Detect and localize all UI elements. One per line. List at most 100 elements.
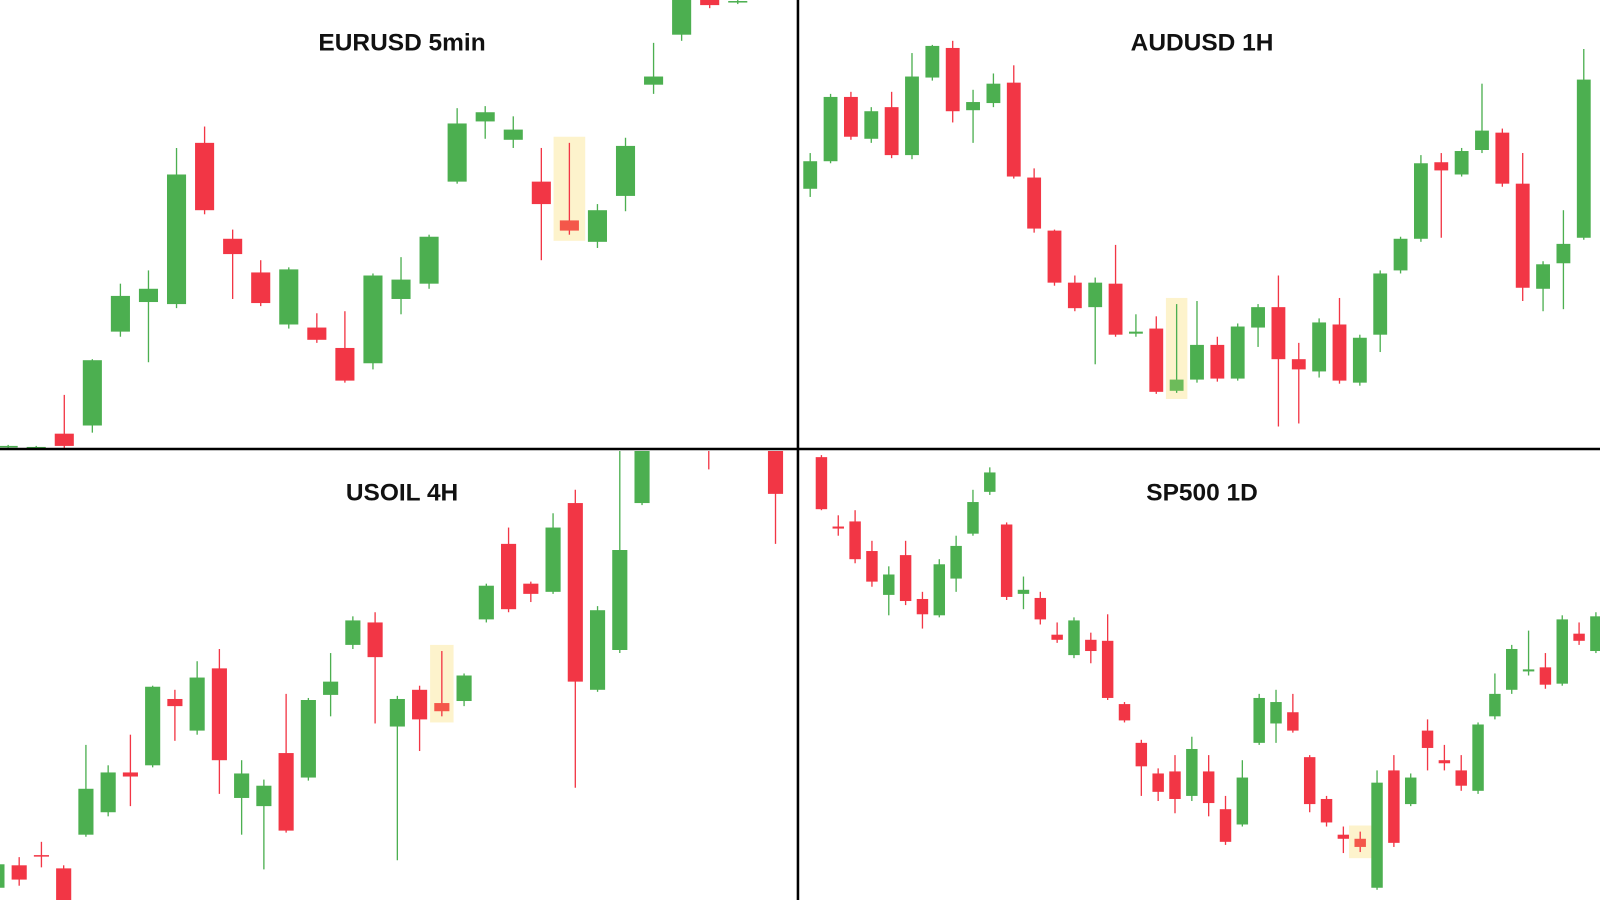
candle-body bbox=[389, 698, 405, 727]
candle-body bbox=[1051, 634, 1063, 640]
candle-body bbox=[523, 583, 539, 594]
candle-body bbox=[1253, 697, 1265, 743]
candle-body bbox=[234, 773, 250, 798]
candle-body bbox=[335, 347, 355, 381]
chart-title: SP500 1D bbox=[1146, 479, 1258, 506]
candle-body bbox=[189, 677, 205, 731]
candle-body bbox=[300, 700, 316, 778]
candle-body bbox=[849, 521, 861, 560]
candle-body bbox=[545, 527, 561, 592]
candle-body bbox=[363, 275, 383, 364]
candle-body bbox=[78, 788, 94, 835]
candle-body bbox=[1006, 82, 1021, 177]
candle-body bbox=[33, 855, 49, 857]
candle-body bbox=[728, 1, 748, 3]
candle-body bbox=[307, 327, 327, 340]
candle-body bbox=[767, 451, 784, 494]
candle-body bbox=[1539, 667, 1552, 685]
candle-body bbox=[933, 564, 946, 616]
candle-body bbox=[122, 772, 138, 777]
candle-body bbox=[412, 689, 428, 720]
candle-body bbox=[1190, 344, 1204, 380]
candle-body bbox=[567, 503, 583, 682]
candle-body bbox=[615, 145, 636, 196]
candle-body bbox=[56, 868, 72, 900]
candle-body bbox=[447, 123, 467, 182]
candle-body bbox=[1472, 724, 1484, 791]
candle-body bbox=[1169, 771, 1181, 799]
highlighted-candle-body bbox=[1169, 379, 1184, 391]
candle-body bbox=[884, 107, 899, 156]
candle-body bbox=[478, 585, 494, 620]
candle-body bbox=[1332, 324, 1347, 381]
candle-body bbox=[419, 236, 439, 284]
candle-body bbox=[700, 0, 720, 6]
candle-body bbox=[866, 551, 878, 582]
candle-body bbox=[345, 620, 361, 645]
candle-body bbox=[1230, 326, 1245, 379]
candle-body bbox=[0, 864, 5, 888]
candle-body bbox=[950, 545, 962, 579]
candle-body bbox=[1590, 616, 1600, 652]
candle-body bbox=[11, 865, 27, 880]
candle-body bbox=[54, 433, 74, 446]
candle-body bbox=[1303, 757, 1316, 805]
candle-body bbox=[1270, 702, 1282, 724]
candle-body bbox=[1506, 648, 1518, 690]
candle-body bbox=[1287, 712, 1299, 731]
candle-body bbox=[1047, 230, 1062, 283]
candle-body bbox=[110, 295, 130, 332]
candle-body bbox=[1404, 777, 1417, 805]
candle-body bbox=[1202, 771, 1215, 804]
candle-body bbox=[1522, 669, 1535, 672]
candle-body bbox=[0, 445, 18, 448]
candle-body bbox=[1454, 151, 1469, 175]
candle-body bbox=[1219, 809, 1232, 842]
candle-body bbox=[672, 0, 692, 35]
candle-body bbox=[1573, 633, 1585, 641]
candle-body bbox=[1352, 337, 1367, 383]
candle-body bbox=[195, 142, 215, 211]
candle-body bbox=[1027, 177, 1042, 229]
candle-body bbox=[1152, 773, 1164, 792]
candle-body bbox=[905, 76, 919, 156]
candle-body bbox=[1251, 307, 1265, 328]
candle-body bbox=[1088, 282, 1103, 308]
candle-body bbox=[1556, 243, 1571, 264]
chart-title: EURUSD 5min bbox=[318, 29, 485, 56]
candle-body bbox=[1135, 742, 1148, 767]
candle-body bbox=[1101, 640, 1114, 698]
candle-body bbox=[1495, 132, 1510, 184]
candle-body bbox=[1576, 79, 1591, 238]
candle-body bbox=[925, 45, 940, 78]
candle-body bbox=[26, 446, 46, 448]
candle-body bbox=[279, 269, 299, 325]
candle-body bbox=[966, 102, 980, 111]
candle-body bbox=[1034, 597, 1047, 620]
candle-body bbox=[1000, 524, 1013, 597]
highlighted-candle-body bbox=[434, 703, 450, 712]
candle-body bbox=[883, 574, 895, 595]
candle-body bbox=[166, 174, 187, 305]
candle-body bbox=[251, 272, 271, 304]
candle-body bbox=[967, 502, 979, 534]
candle-body bbox=[589, 610, 606, 690]
chart-title: USOIL 4H bbox=[346, 479, 458, 506]
candle-body bbox=[1373, 273, 1388, 335]
candle-body bbox=[503, 129, 523, 140]
candle-body bbox=[815, 457, 828, 510]
candle-body bbox=[1210, 344, 1225, 379]
highlighted-candle-body bbox=[1354, 838, 1366, 847]
candle-body bbox=[82, 360, 102, 426]
candle-body bbox=[1556, 619, 1568, 684]
candle-body bbox=[803, 161, 818, 189]
candle-body bbox=[843, 96, 858, 137]
candle-body bbox=[1085, 639, 1097, 652]
candle-body bbox=[1434, 162, 1449, 171]
candle-body bbox=[1371, 782, 1383, 888]
candle-body bbox=[501, 543, 517, 610]
candle-body bbox=[1118, 704, 1131, 721]
candle-body bbox=[256, 785, 272, 807]
